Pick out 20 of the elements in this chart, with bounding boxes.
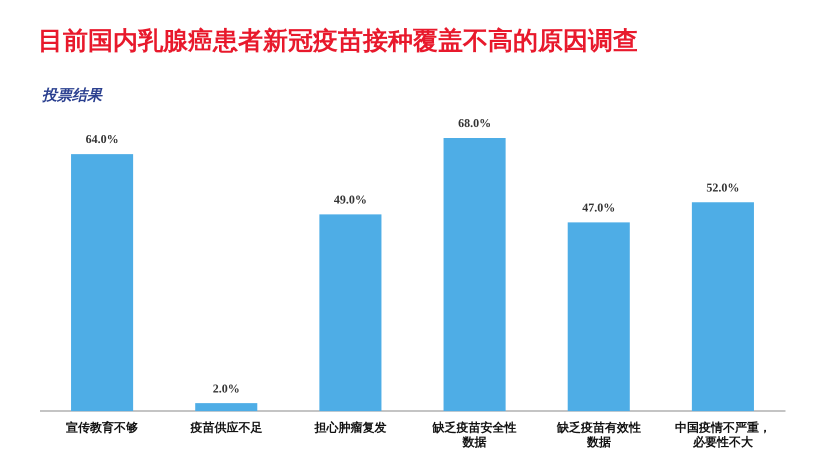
bar [195, 403, 258, 412]
bar [319, 214, 382, 412]
data-label: 64.0% [86, 132, 119, 146]
bar [568, 222, 630, 412]
bar [692, 202, 754, 412]
data-label: 68.0% [458, 116, 492, 130]
chart-title: 目前国内乳腺癌患者新冠疫苗接种覆盖不高的原因调查 [38, 25, 638, 57]
x-tick-label: 担心肿瘤复发 [313, 420, 386, 435]
x-tick-label: 疫苗供应不足 [189, 420, 262, 435]
data-label: 47.0% [582, 200, 616, 214]
x-tick-label: 中国疫情不严重，必要性不大 [674, 420, 771, 449]
bar [71, 154, 134, 412]
chart-subtitle: 投票结果 [42, 86, 102, 105]
bar [444, 138, 506, 412]
x-tick-label: 缺乏疫苗安全性数据 [432, 420, 517, 449]
x-tick-label: 宣传教育不够 [66, 420, 138, 435]
x-tick-label: 缺乏疫苗有效性数据 [556, 420, 641, 449]
data-label: 49.0% [334, 192, 367, 206]
data-label: 52.0% [706, 180, 740, 194]
data-label: 2.0% [212, 381, 240, 396]
